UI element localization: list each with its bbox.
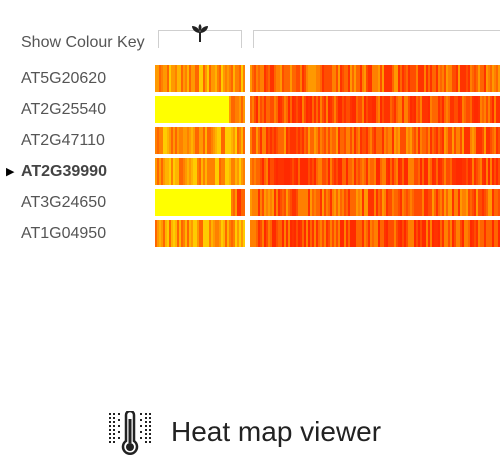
heatmap-strip-experiments[interactable] xyxy=(250,158,500,185)
gene-label[interactable]: AT1G04950 xyxy=(21,225,107,242)
selected-gene-arrow-icon: ▶ xyxy=(6,166,15,178)
thermometer-heatmap-icon xyxy=(109,411,151,455)
gene-label[interactable]: AT2G39990 xyxy=(21,163,107,180)
column-header-experiments xyxy=(253,30,500,48)
heatmap-strip-tissue[interactable] xyxy=(155,96,245,123)
heatmap-strip-experiments[interactable] xyxy=(250,127,500,154)
heatmap-strip-experiments[interactable] xyxy=(250,65,500,92)
page-title: Heat map viewer xyxy=(171,416,382,447)
heatmap-strip-experiments[interactable] xyxy=(250,189,500,216)
heatmap-strip-tissue[interactable] xyxy=(155,65,245,92)
seedling-icon xyxy=(192,24,208,42)
heatmap-strip-experiments[interactable] xyxy=(250,96,500,123)
colour-key-toggle[interactable]: Show Colour Key xyxy=(21,34,145,51)
gene-label[interactable]: AT2G25540 xyxy=(21,101,107,118)
heatmap-strip-experiments[interactable] xyxy=(250,220,500,247)
gene-label[interactable]: AT2G47110 xyxy=(21,132,105,149)
heatmap-strip-tissue[interactable] xyxy=(155,220,245,247)
gene-label[interactable]: AT3G24650 xyxy=(21,194,107,211)
heatmap-strip-tissue[interactable] xyxy=(155,158,245,185)
heatmap-strip-tissue[interactable] xyxy=(155,189,245,216)
gene-label[interactable]: AT5G20620 xyxy=(21,70,107,87)
heatmap-strip-tissue[interactable] xyxy=(155,127,245,154)
